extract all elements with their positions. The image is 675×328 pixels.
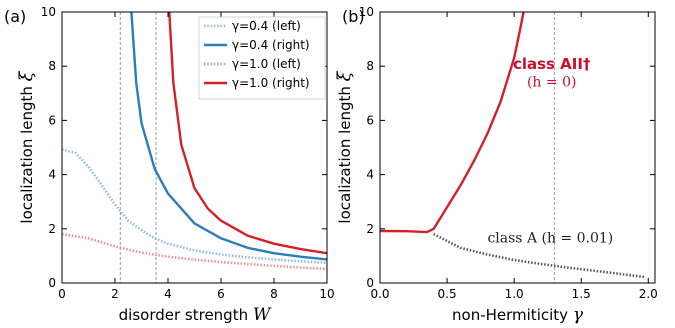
y-tick-label: 2 — [366, 222, 374, 236]
y-tick-label: 8 — [48, 59, 56, 73]
annotation: class A (h = 0.01) — [487, 230, 613, 246]
x-axis-label: disorder strength W — [119, 305, 272, 325]
x-tick-label: 2.0 — [639, 287, 658, 301]
y-tick-label: 10 — [41, 5, 56, 19]
y-tick-label: 4 — [48, 168, 56, 182]
y-tick-label: 0 — [366, 276, 374, 290]
plot-frame — [379, 11, 656, 284]
x-tick-label: 6 — [217, 287, 225, 301]
y-tick-label: 10 — [359, 5, 374, 19]
y-axis-label: localization length ξ — [334, 70, 355, 223]
chart-panel-b: (b) 0.0 0.5 1.0 1.5 2.0 0 2 4 6 8 10 non-Hermiticity… — [334, 5, 658, 325]
y-tick-label: 0 — [48, 276, 56, 290]
series-line — [168, 12, 327, 255]
series-line — [380, 12, 525, 234]
annotation: class AII† — [513, 55, 591, 73]
x-tick-label: 1.0 — [505, 287, 524, 301]
chart-panel-a: (a) 0 2 4 6 8 10 0 2 4 6 8 10 disorder strength W loca… — [4, 5, 335, 325]
x-tick-label: 4 — [164, 287, 172, 301]
plot-frame — [61, 11, 328, 284]
legend-box — [198, 16, 326, 100]
y-axis-label: localization length ξ — [16, 70, 37, 223]
legend-label: γ=0.4 (left) — [232, 19, 301, 33]
x-axis-label: non-Hermiticity γ — [452, 305, 584, 325]
series-group — [62, 12, 327, 271]
panel-label: (a) — [4, 7, 26, 26]
y-tick-label: 6 — [48, 113, 56, 127]
y-tick-label: 8 — [366, 59, 374, 73]
series-line — [130, 12, 327, 261]
panel-label: (b) — [342, 7, 365, 26]
x-tick-label: 10 — [319, 287, 334, 301]
series-line — [433, 233, 645, 279]
x-tick-label: 0 — [58, 287, 66, 301]
x-tick-label: 0.0 — [370, 287, 389, 301]
series-line — [62, 232, 327, 271]
series-group — [380, 12, 645, 279]
legend-label: γ=0.4 (right) — [232, 38, 310, 52]
annotation: (h = 0) — [527, 75, 576, 91]
series-line — [62, 148, 327, 264]
y-tick-label: 4 — [366, 168, 374, 182]
y-tick-label: 2 — [48, 222, 56, 236]
legend-label: γ=1.0 (left) — [232, 57, 301, 71]
x-tick-label: 2 — [111, 287, 119, 301]
y-tick-label: 6 — [366, 113, 374, 127]
legend-label: γ=1.0 (right) — [232, 76, 310, 90]
x-tick-label: 0.5 — [438, 287, 457, 301]
x-tick-label: 8 — [270, 287, 278, 301]
x-tick-label: 1.5 — [572, 287, 591, 301]
